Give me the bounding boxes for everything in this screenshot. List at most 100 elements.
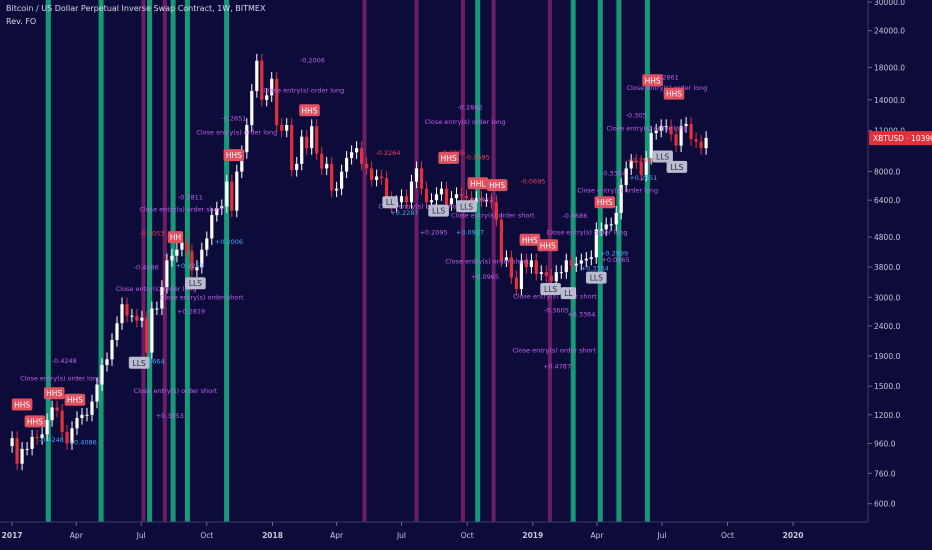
badge-box — [519, 233, 541, 246]
trade-annotation: Close entry(s) order short — [160, 294, 244, 302]
time-tick-label: Oct — [200, 531, 213, 540]
trade-annotation: -0.3605 — [544, 306, 569, 314]
candle-body — [539, 272, 543, 274]
price-tick-label: 3000.0 — [874, 293, 900, 302]
signal-badge: HHS — [594, 196, 616, 209]
candle-body — [60, 410, 64, 432]
candle-body — [215, 208, 219, 216]
candle-body — [180, 242, 184, 250]
badge-label: HHS — [14, 401, 30, 410]
candle-body — [569, 260, 573, 266]
signal-badge: HHS — [223, 149, 245, 162]
badge-label: LLS — [189, 279, 202, 288]
candle-body — [110, 340, 114, 360]
badge-box — [11, 398, 33, 411]
signal-badge: HH — [167, 231, 184, 244]
badge-label: LLS — [670, 163, 683, 172]
badge-label: HHS — [522, 236, 538, 245]
trade-annotation: -0.4248 — [39, 436, 64, 444]
candle-body — [554, 272, 558, 282]
trade-annotation: +0.0965 — [471, 273, 499, 281]
signal-badge: HHS — [299, 104, 320, 117]
candle-body — [335, 188, 339, 191]
signal-badge: LLS — [128, 356, 150, 369]
signal-badge: HHS — [11, 398, 33, 411]
green-signal-band — [170, 0, 176, 522]
candle-body — [155, 308, 159, 310]
badge-label: HHS — [441, 154, 457, 163]
badge-box — [167, 231, 184, 244]
candle-body — [160, 287, 164, 309]
candle-body — [85, 414, 89, 416]
time-tick-label: Oct — [721, 531, 734, 540]
candle-body — [609, 224, 613, 226]
candle-body — [260, 60, 264, 100]
chart-title: Bitcoin / US Dollar Perpetual Inverse Sw… — [6, 4, 266, 13]
trade-annotation: +0.3053 — [156, 412, 184, 420]
candle-body — [574, 263, 578, 266]
candle-body — [370, 168, 374, 180]
candle-body — [385, 178, 389, 199]
candle-body — [265, 95, 269, 100]
candle-body — [20, 448, 24, 464]
badge-box — [486, 179, 508, 192]
trade-annotation: -0.2862 — [457, 103, 482, 111]
candle-body — [679, 126, 683, 146]
badge-box — [185, 277, 206, 290]
candle-body — [285, 125, 289, 131]
candle-body — [489, 200, 493, 203]
candle-body — [549, 275, 553, 282]
signal-badge: HHS — [24, 415, 46, 428]
price-tick-label: 8000.0 — [874, 168, 900, 177]
green-signal-band — [644, 0, 650, 522]
candle-body — [559, 272, 563, 274]
candle-body — [444, 188, 449, 205]
badge-box — [540, 283, 561, 295]
trade-annotation: -0.305 — [626, 112, 647, 120]
green-signal-band — [597, 0, 603, 522]
trade-annotation: +0.4787 — [543, 363, 571, 371]
candle-body — [499, 219, 503, 261]
signal-badge: LLS — [540, 283, 561, 295]
candle-body — [50, 407, 54, 421]
candle-body — [210, 215, 214, 239]
trade-annotation: +0.2252 — [176, 262, 204, 270]
signal-badge: LLS — [652, 150, 673, 163]
candle-body — [469, 198, 473, 203]
candle-body — [484, 200, 488, 202]
trade-annotation: -0.2811 — [178, 194, 203, 202]
candle-body — [40, 434, 44, 439]
candle-body — [509, 257, 513, 278]
signal-badge: HHL — [467, 177, 489, 190]
candle-body — [220, 206, 224, 209]
candle-body — [639, 162, 643, 175]
trade-annotation: +0.5664 — [136, 358, 164, 366]
price-tick-label: 600.0 — [874, 500, 896, 509]
candle-body — [514, 277, 518, 290]
candle-body — [330, 163, 334, 191]
candles — [10, 53, 708, 471]
badge-box — [467, 177, 489, 190]
trade-annotation: -0.2264 — [375, 149, 400, 157]
candle-body — [235, 171, 239, 211]
candle-body — [255, 60, 259, 91]
trade-annotation: Close entry(s) order short — [139, 206, 223, 214]
candle-body — [614, 212, 618, 225]
candle-body — [439, 188, 444, 195]
candle-body — [380, 176, 384, 179]
indicator-name: Rev. FO — [6, 17, 37, 26]
badge-box — [64, 393, 86, 406]
signal-badge: LLS — [456, 200, 477, 213]
candle-body — [320, 153, 324, 169]
candle-body — [629, 160, 633, 169]
candle-body — [280, 125, 284, 131]
candle-body — [449, 198, 454, 205]
candle-body — [684, 123, 688, 127]
candle-body — [325, 163, 329, 169]
candle-body — [649, 133, 653, 158]
green-signal-band — [224, 0, 230, 522]
purple-signal-band — [162, 0, 167, 522]
